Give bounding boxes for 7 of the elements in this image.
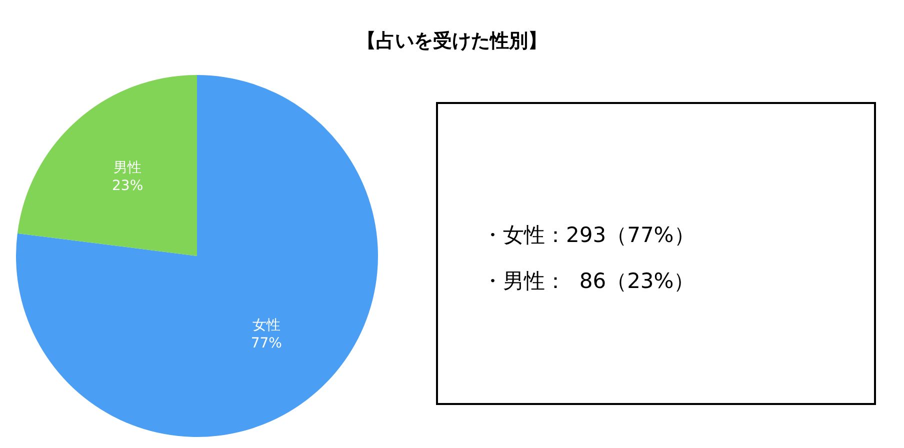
text: ・男性： 86（23%） — [482, 268, 696, 295]
data-label: 23% — [112, 178, 144, 194]
data-label: 77% — [250, 335, 282, 352]
slice-label: 女性 — [252, 317, 280, 334]
text: 【占いを受けた性別】 — [356, 29, 548, 54]
slice-label: 男性 — [114, 160, 142, 176]
text: ・女性：293（77%） — [482, 222, 696, 249]
